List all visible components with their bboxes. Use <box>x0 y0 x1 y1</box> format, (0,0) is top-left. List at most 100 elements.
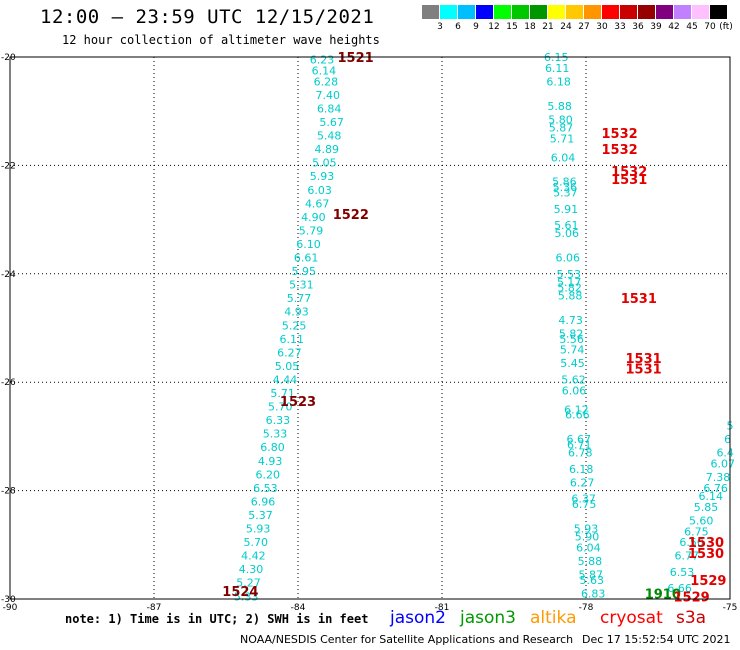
swh-value-label: 4.93 <box>284 306 309 319</box>
color-swatch <box>548 5 565 19</box>
y-tick-label: -24 <box>1 270 16 280</box>
x-tick-label: -75 <box>723 603 738 613</box>
swh-value-label: 5.06 <box>555 227 580 240</box>
color-swatch <box>620 5 637 19</box>
color-swatch <box>656 5 673 19</box>
swh-value-label: 6.20 <box>256 468 281 481</box>
grid-lines <box>10 57 730 599</box>
swh-value-label: 4.73 <box>558 314 583 327</box>
pass-annotations: 1521152215231524153215321532153115311531… <box>222 51 726 605</box>
color-swatch <box>458 5 475 19</box>
swh-value-label: 6.76 <box>703 482 728 495</box>
color-swatch <box>638 5 655 19</box>
swh-value-label: 6.50 <box>679 536 704 549</box>
color-swatch <box>476 5 493 19</box>
color-scale-label: 70 <box>704 22 716 32</box>
data-points: 6.236.146.287.406.845.675.484.895.055.93… <box>234 51 735 603</box>
color-scale-label: 15 <box>506 22 518 32</box>
swh-value-label: 5.82 <box>557 281 582 294</box>
legend-altika: altika <box>530 608 577 628</box>
swh-value-label: 5.25 <box>282 319 307 332</box>
swh-value-label: 6.75 <box>572 498 597 511</box>
swh-value-label: 6.04 <box>551 151 576 164</box>
swh-value-label: 6.83 <box>581 588 606 601</box>
swh-value-label: 6.75 <box>684 525 709 538</box>
swh-value-label: 6.03 <box>307 184 332 197</box>
swh-value-label: 5.88 <box>558 289 583 302</box>
color-scale-label: 33 <box>614 22 626 32</box>
credit-text: NOAA/NESDIS Center for Satellite Applica… <box>240 633 574 646</box>
swh-value-label: 6.80 <box>260 441 285 454</box>
swh-value-label: 5.86 <box>552 176 577 189</box>
swh-value-label: 5.17 <box>557 276 582 289</box>
swh-value-label: 6.14 <box>312 65 337 78</box>
color-swatch <box>440 5 457 19</box>
color-swatch <box>674 5 691 19</box>
swh-value-label: 6.04 <box>576 542 601 555</box>
page-title: 12:00 – 23:59 UTC 12/15/2021 <box>40 6 375 28</box>
pass-time-annotation: 1530 <box>688 547 724 562</box>
color-scale-label: 21 <box>542 22 554 32</box>
color-scale-label: 12 <box>488 22 500 32</box>
swh-value-label: 4.44 <box>273 373 298 386</box>
color-swatch <box>710 5 727 19</box>
swh-value-label: 5.80 <box>548 113 573 126</box>
swh-value-label: 5.37 <box>248 509 273 522</box>
swh-value-label: 6.06 <box>562 384 587 397</box>
swh-value-label: 6.84 <box>317 102 342 115</box>
color-scale-label: 3 <box>437 22 443 32</box>
x-tick-label: -78 <box>579 603 594 613</box>
pass-time-annotation: 1531 <box>626 363 662 378</box>
swh-value-label: 6.37 <box>571 493 596 506</box>
swh-value-label: 6.10 <box>296 238 321 251</box>
swh-value-label: 5.90 <box>575 531 600 544</box>
y-tick-label: -28 <box>1 487 16 497</box>
color-scale-label: 45 <box>686 22 698 32</box>
pass-time-annotation: 1531 <box>621 292 657 307</box>
swh-value-label: 6.33 <box>266 414 291 427</box>
swh-value-label: 5.53 <box>556 268 581 281</box>
pass-time-annotation: 1532 <box>611 165 647 180</box>
swh-value-label: 6.28 <box>314 75 339 88</box>
swh-value-label: 6.11 <box>545 62 570 75</box>
swh-value-label: 6.53 <box>253 482 278 495</box>
swh-value-label: 5.93 <box>310 170 335 183</box>
pass-time-annotation: 1529 <box>674 590 710 605</box>
color-scale-label: 27 <box>578 22 590 32</box>
x-tick-label: -84 <box>291 603 306 613</box>
swh-value-label: 6.07 <box>711 458 736 471</box>
page-subtitle: 12 hour collection of altimeter wave hei… <box>62 33 380 47</box>
swh-value-label: 6.96 <box>251 495 276 508</box>
color-scale-label: 39 <box>650 22 662 32</box>
generated-timestamp: Dec 17 15:52:54 UTC 2021 <box>582 633 731 646</box>
swh-value-label: 6.66 <box>667 582 692 595</box>
swh-value-label: 4.93 <box>258 455 283 468</box>
swh-value-label: 5.67 <box>319 116 344 129</box>
units-note: note: 1) Time is in UTC; 2) SWH is in fe… <box>65 612 369 626</box>
color-swatch <box>530 5 547 19</box>
swh-value-label: 5.33 <box>263 428 288 441</box>
swh-value-label: 5.70 <box>268 401 293 414</box>
swh-value-label: 5.85 <box>694 501 719 514</box>
swh-value-label: 5.88 <box>578 555 603 568</box>
swh-value-label: 5.74 <box>560 344 585 357</box>
pass-time-annotation: 1530 <box>688 536 724 551</box>
swh-value-label: 6.27 <box>570 476 595 489</box>
swh-value-label: 5.88 <box>547 100 572 113</box>
swh-value-label: 5.05 <box>275 360 300 373</box>
swh-value-label: 5.62 <box>561 373 586 386</box>
swh-value-label: 6.14 <box>699 490 724 503</box>
swh-value-label: 5.93 <box>246 523 271 536</box>
pass-time-annotation: 1522 <box>333 208 369 223</box>
swh-value-label: 6 <box>724 433 731 446</box>
swh-value-label: 5.37 <box>553 187 578 200</box>
swh-value-label: 6.66 <box>565 409 590 422</box>
swh-value-label: 5.87 <box>579 569 604 582</box>
swh-value-label: 5.60 <box>689 514 714 527</box>
swh-value-label: 5.48 <box>317 130 342 143</box>
swh-value-label: 6.67 <box>567 433 592 446</box>
swh-value-label: 5.82 <box>559 327 584 340</box>
swh-value-label: 4.89 <box>315 143 340 156</box>
swh-value-label: 5.33 <box>234 590 259 603</box>
